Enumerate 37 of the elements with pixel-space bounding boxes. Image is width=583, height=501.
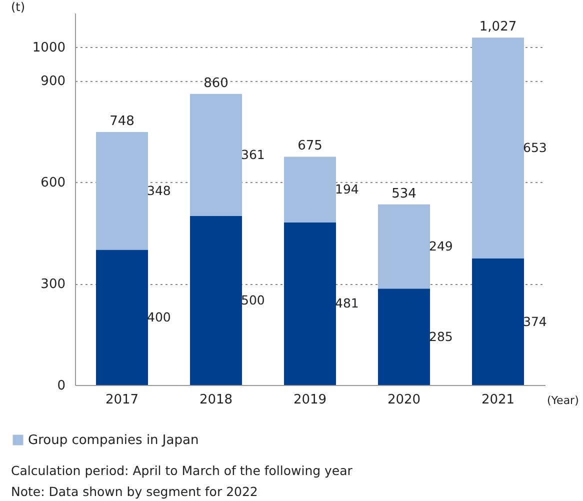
data-label: 653: [523, 140, 547, 156]
total-label: 1,027: [479, 20, 517, 35]
x-tick-label: 2020: [387, 392, 421, 408]
total-label: 675: [298, 138, 322, 154]
data-label: 249: [429, 238, 453, 254]
bar: [472, 258, 524, 385]
text: Calculation period: April to March of the following year: [11, 463, 354, 478]
x-tick-label: 2017: [105, 392, 139, 408]
x-tick-label: 2021: [481, 392, 515, 408]
y-axis-title: (t): [11, 0, 26, 14]
y-tick-label: 0: [57, 378, 66, 394]
y-tick-label: 1000: [32, 40, 66, 56]
x-tick-label: 2019: [293, 392, 327, 408]
data-label: 374: [523, 314, 547, 329]
bar: [284, 222, 336, 385]
bar: [284, 156, 336, 222]
data-label: 348: [147, 182, 171, 198]
data-label: 361: [241, 146, 265, 162]
data-label: 500: [241, 292, 265, 308]
bar: [472, 38, 524, 259]
bar: [190, 216, 242, 385]
bar: [96, 132, 148, 250]
legend-label: Group companies in Japan: [28, 433, 199, 448]
data-label: 194: [335, 182, 359, 197]
bar: [96, 250, 148, 385]
x-tick-label: 2018: [199, 392, 233, 408]
bar: [190, 94, 242, 216]
total-label: 748: [110, 114, 134, 130]
bar: [378, 204, 430, 289]
y-tick-label: 600: [40, 176, 66, 191]
total-label: 860: [204, 76, 228, 91]
bar: [378, 288, 430, 385]
text: Note: Data shown by segment for 2022: [11, 484, 258, 499]
y-tick-label: 900: [40, 74, 66, 90]
total-label: 534: [392, 186, 416, 202]
x-axis-title: (Year): [547, 394, 579, 407]
y-tick-label: 300: [40, 277, 66, 292]
